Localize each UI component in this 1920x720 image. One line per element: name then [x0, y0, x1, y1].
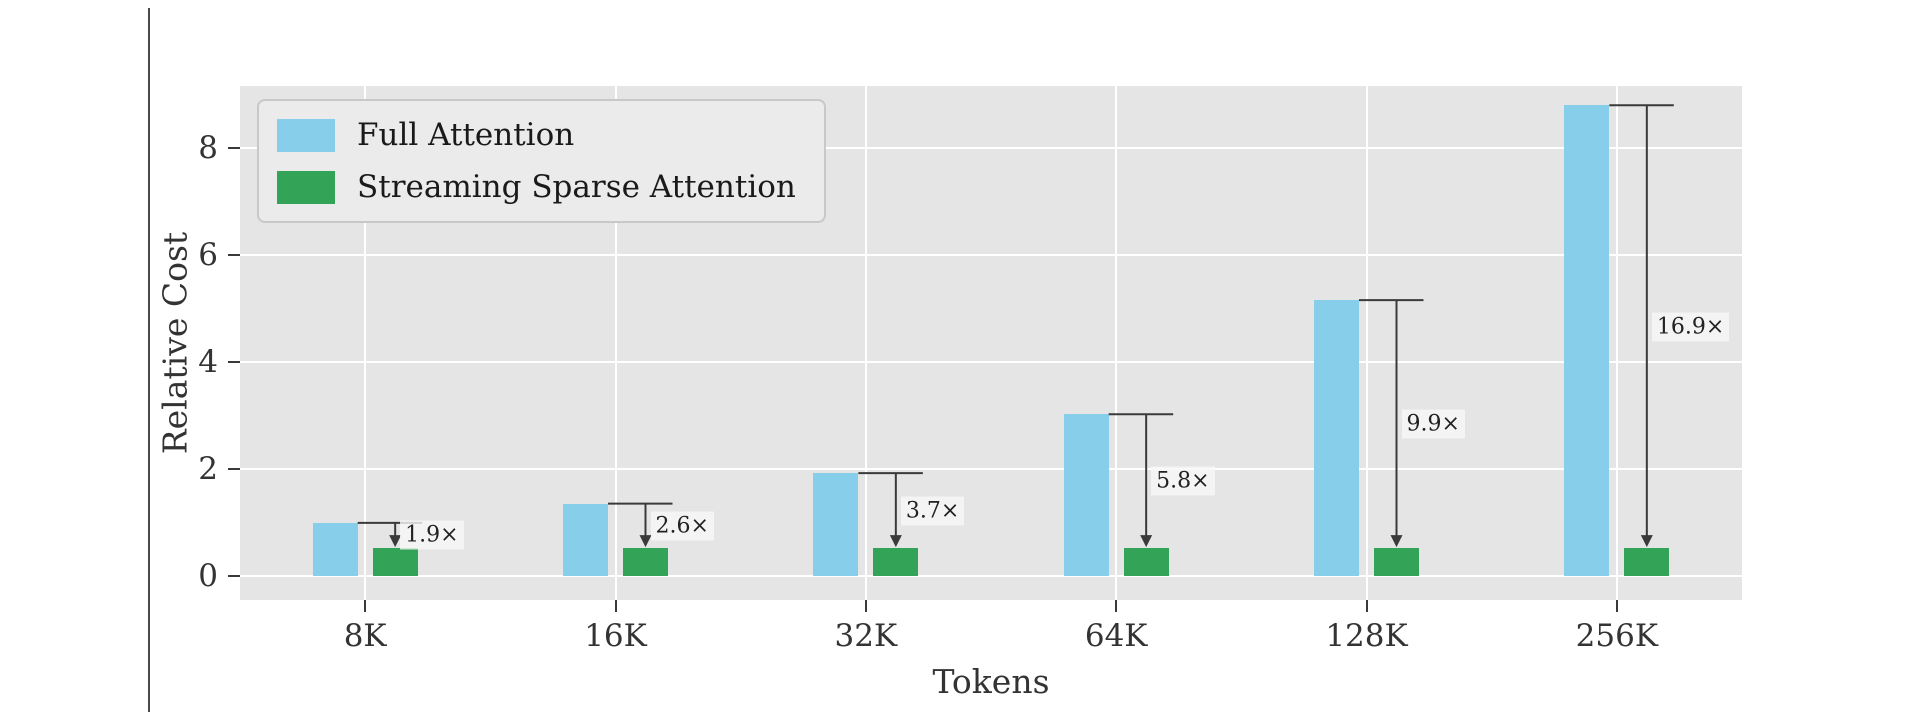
legend-swatch-streaming-sparse-attention — [277, 170, 335, 204]
legend-entry-streaming-sparse-attention: Streaming Sparse Attention — [277, 169, 796, 205]
gridline-horizontal — [240, 146, 1742, 149]
gridline-horizontal — [240, 467, 1742, 470]
x-tick-label: 8K — [343, 618, 387, 654]
y-tick-label: 6 — [198, 236, 218, 273]
x-tick-label: 256K — [1575, 618, 1658, 654]
bar-full-attention-128K — [1314, 300, 1359, 576]
bar-streaming-sparse-attention-128K — [1374, 548, 1419, 576]
bar-streaming-sparse-attention-8K — [372, 548, 418, 576]
gridline-vertical — [614, 86, 617, 600]
figure-left-rule — [148, 8, 150, 712]
speedup-annotation: 3.7× — [900, 496, 965, 526]
legend-entry-full-attention: Full Attention — [277, 117, 796, 153]
bar-full-attention-32K — [813, 473, 859, 576]
y-tick-label: 4 — [198, 343, 218, 380]
x-tick-label: 128K — [1325, 618, 1408, 654]
x-tick-mark — [614, 600, 617, 612]
x-tick-mark — [1615, 600, 1618, 612]
bar-full-attention-256K — [1564, 105, 1610, 576]
gridline-vertical — [1115, 86, 1118, 600]
y-tick-mark — [228, 146, 240, 149]
bar-streaming-sparse-attention-256K — [1624, 548, 1670, 576]
speedup-annotation: 9.9× — [1401, 409, 1465, 439]
legend-swatch-full-attention — [277, 118, 335, 152]
bar-streaming-sparse-attention-16K — [623, 548, 668, 576]
y-tick-mark — [228, 467, 240, 470]
bar-streaming-sparse-attention-64K — [1123, 548, 1169, 576]
legend-label-full-attention: Full Attention — [357, 117, 575, 153]
x-axis-label: Tokens — [932, 662, 1050, 701]
gridline-horizontal — [240, 574, 1742, 577]
gridline-vertical — [864, 86, 867, 600]
y-tick-label: 2 — [198, 450, 218, 487]
bar-full-attention-64K — [1063, 414, 1109, 576]
y-axis-label: Relative Cost — [155, 231, 195, 455]
bar-full-attention-16K — [563, 503, 608, 576]
x-tick-label: 16K — [584, 618, 647, 654]
y-tick-mark — [228, 574, 240, 577]
gridline-vertical — [364, 86, 367, 600]
speedup-annotation: 2.6× — [650, 511, 714, 541]
y-tick-mark — [228, 360, 240, 363]
speedup-annotation: 5.8× — [1151, 466, 1215, 496]
legend: Full Attention Streaming Sparse Attentio… — [257, 99, 826, 223]
x-tick-label: 32K — [834, 618, 898, 654]
y-tick-label: 8 — [198, 129, 218, 166]
x-tick-mark — [1365, 600, 1368, 612]
speedup-annotation: 1.9× — [400, 520, 464, 550]
gridline-vertical — [1615, 86, 1618, 600]
bar-streaming-sparse-attention-32K — [873, 548, 919, 576]
bar-full-attention-8K — [312, 522, 358, 576]
x-tick-mark — [1115, 600, 1118, 612]
y-tick-label: 0 — [198, 557, 218, 594]
legend-label-streaming-sparse-attention: Streaming Sparse Attention — [357, 169, 796, 205]
x-tick-mark — [364, 600, 367, 612]
x-tick-mark — [864, 600, 867, 612]
gridline-horizontal — [240, 253, 1742, 256]
speedup-annotation: 16.9× — [1651, 312, 1730, 342]
y-tick-mark — [228, 253, 240, 256]
gridline-horizontal — [240, 360, 1742, 363]
x-tick-label: 64K — [1084, 618, 1148, 654]
gridline-vertical — [1365, 86, 1368, 600]
